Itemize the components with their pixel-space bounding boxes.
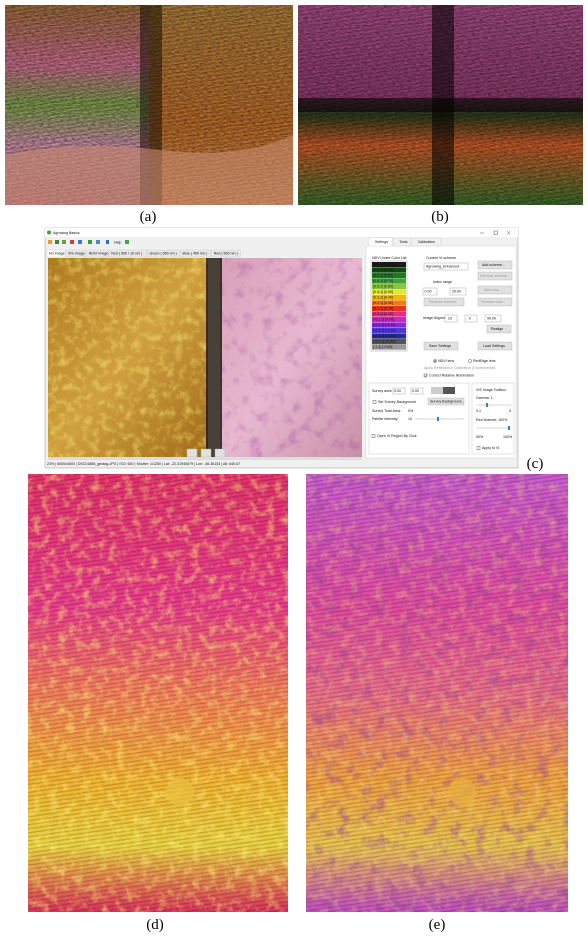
label: Gamma: 1 [476,396,493,400]
survey-max[interactable]: 0.00 [412,389,419,393]
tab-label[interactable]: VIS Image [68,252,85,256]
button[interactable]: Add color [484,288,500,292]
button[interactable]: Remove scheme [480,274,507,278]
slider-min: 0.1 [476,409,481,413]
photo-a [5,5,293,205]
color-entry[interactable]: [0.0,1] [0.10] [373,312,393,316]
tab-label[interactable]: Calibration [418,240,435,244]
color-entry[interactable]: [-0.2,1] [-0.10] [373,323,395,327]
button[interactable]: Add scheme... [482,263,505,267]
window-title: Agrowing Basics [53,231,80,235]
page: (a) (b) Agrowing Basics Help No ImageVIS… [0,0,588,936]
button[interactable]: Load Settings [483,344,505,348]
button[interactable]: Realign [491,327,503,331]
slider-max: 100% [503,435,513,439]
color-entry[interactable]: [0.7,1] [0.80] [373,274,393,278]
align-pct[interactable]: 99.00 [487,317,496,321]
color-entry[interactable]: [0.1,1] [0.20] [373,307,393,311]
zoom-buttons[interactable] [187,449,225,457]
checkbox-label[interactable]: Correct Relative Illumination [429,373,474,377]
radio-label[interactable]: NDVI lens [438,359,454,363]
photo-b [298,5,583,205]
label: Survey Total Area: [372,409,401,413]
color-entry[interactable]: [-0.4,1] [-0.30] [373,334,395,338]
button[interactable]: Survey Background... [430,400,464,404]
align-x[interactable]: 23 [448,317,452,321]
panel-label: (b) [431,209,449,225]
tab-label[interactable]: Tools [399,240,408,244]
color-entry[interactable]: [-1,1] [-0.50] [373,345,392,349]
button[interactable]: Rename scheme [429,300,456,304]
panel-label: (c) [527,456,544,472]
status-bar: 23% | 6000x4000 | DSC01856_geotag.JPG | … [47,462,240,466]
color-entry[interactable]: [0.6,1] [0.70] [373,279,393,283]
panel-label: (e) [429,917,446,933]
checkbox-label[interactable]: Apply to VI [482,446,499,450]
survey-min[interactable]: 0.00 [394,389,401,393]
color-entry[interactable]: [-0.3,1] [-0.20] [373,329,395,333]
color-entry[interactable]: [0.5,1] [0.60] [373,285,393,289]
toolbar [48,240,109,244]
checkbox-label[interactable]: Set Survey Background [378,400,416,404]
color-entry[interactable]: [0.8,1] [0.90] [373,268,393,272]
radio-label[interactable]: RedEdge lens [473,359,496,363]
tab-label[interactable]: Blue ( 450 nm ) [183,252,208,256]
range-min[interactable]: 0.00 [425,290,432,294]
color-entry[interactable]: [-0.5,1] [-0.40] [373,340,395,344]
tab-label[interactable]: Green ( 550 nm ) [150,252,177,256]
color-entry[interactable]: [0.3,1] [0.40] [373,296,393,300]
button[interactable]: Save Settings [429,344,451,348]
label: Current VI scheme [426,256,456,260]
align-y[interactable]: 0 [469,317,471,321]
color-entry[interactable]: [0.2,1] [0.30] [373,301,393,305]
panel-label: (d) [146,917,164,933]
tab-label[interactable]: Red ( 650 nm ) [214,252,238,256]
menu-help[interactable]: Help [114,240,121,244]
tab-label[interactable]: Red ( 650 / 16 nm ) [111,252,142,256]
tab-label[interactable]: Settings [375,240,388,244]
color-entry[interactable]: [0.9,1] [1.00] [373,263,393,267]
label: Red channel: 100% [476,418,508,422]
color-list-title: NDVI Index Color List [372,256,407,260]
panel-label: (a) [140,209,157,225]
slider-max: 3 [509,409,511,413]
photo-d [28,474,288,912]
figure: (a) (b) Agrowing Basics Help No ImageVIS… [0,0,588,936]
button[interactable]: Remove color [481,300,504,304]
range-max[interactable]: 20.00 [452,290,461,294]
scheme-dropdown[interactable]: Agrowing_Enhanced [426,265,459,269]
color-entry[interactable]: [-0.1,1] [0.00] [373,318,394,322]
value: 0% [408,409,414,413]
value: 10 [408,417,412,421]
photo-e [306,474,568,912]
tab-label[interactable]: NDVI Image [89,252,109,256]
slider-min: 90% [476,435,484,439]
tab-label[interactable]: No Image [49,252,65,256]
color-entry[interactable]: [0.4,1] [0.50] [373,290,393,294]
group-title: VIS Image Toolbox [476,388,506,392]
checkbox-label[interactable]: Open VI Region By Click [377,434,417,438]
checkbox-label[interactable]: Apply Reflectance Calibration (Experimen… [424,366,496,370]
label: Survey area: [372,389,392,393]
label: Index range [433,280,452,284]
label: Palette intensity: [372,417,398,421]
